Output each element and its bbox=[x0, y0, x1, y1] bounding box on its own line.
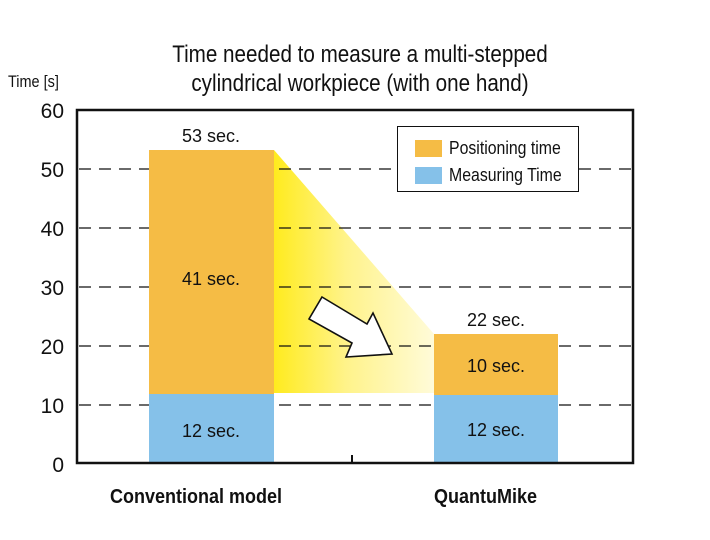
bar-segment-positioning bbox=[434, 334, 558, 395]
positioning-label-quantumike: 10 sec. bbox=[467, 356, 525, 376]
plot-frame bbox=[75, 108, 635, 465]
svg-text:50: 50 bbox=[41, 159, 64, 182]
total-label-quantumike: 22 sec. bbox=[467, 310, 525, 330]
legend-item-positioning: Positioning time bbox=[415, 138, 576, 159]
total-label-conventional: 53 sec. bbox=[182, 126, 240, 146]
category-label-quantumike: QuantuMike bbox=[434, 486, 538, 508]
bar-segment-measuring bbox=[434, 395, 558, 463]
arrow-icon bbox=[307, 295, 394, 358]
positioning-label-conventional: 41 sec. bbox=[182, 269, 240, 289]
legend: Positioning time Measuring Time bbox=[397, 126, 579, 192]
legend-label-measuring: Measuring Time bbox=[449, 165, 562, 185]
legend-swatch-positioning bbox=[415, 140, 442, 157]
chart-title-line-1: Time needed to measure a multi-stepped bbox=[172, 41, 548, 68]
svg-text:0: 0 bbox=[52, 454, 64, 477]
chart-title-line-2: cylindrical workpiece (with one hand) bbox=[191, 70, 529, 97]
chart-title: Time needed to measure a multi-stepped c… bbox=[136, 40, 583, 98]
legend-swatch-measuring bbox=[415, 167, 442, 184]
svg-text:60: 60 bbox=[41, 100, 64, 123]
measuring-label-quantumike: 12 sec. bbox=[467, 420, 525, 440]
y-axis-label: Time [s] bbox=[8, 72, 59, 91]
bar-conventional-model bbox=[149, 150, 274, 463]
svg-text:10: 10 bbox=[41, 395, 64, 418]
legend-item-measuring: Measuring Time bbox=[415, 165, 577, 186]
y-tick-labels: 0 10 20 30 40 50 60 bbox=[41, 100, 64, 477]
reduction-wedge bbox=[274, 150, 434, 393]
legend-label-positioning: Positioning time bbox=[449, 138, 561, 158]
svg-text:30: 30 bbox=[41, 277, 64, 300]
bar-segment-positioning bbox=[149, 150, 274, 394]
bar-segment-measuring bbox=[149, 394, 274, 463]
category-label-conventional: Conventional model bbox=[110, 486, 283, 508]
bar-quantumike bbox=[434, 334, 558, 463]
svg-text:20: 20 bbox=[41, 336, 64, 359]
measuring-label-conventional: 12 sec. bbox=[182, 421, 240, 441]
svg-text:40: 40 bbox=[41, 218, 64, 241]
